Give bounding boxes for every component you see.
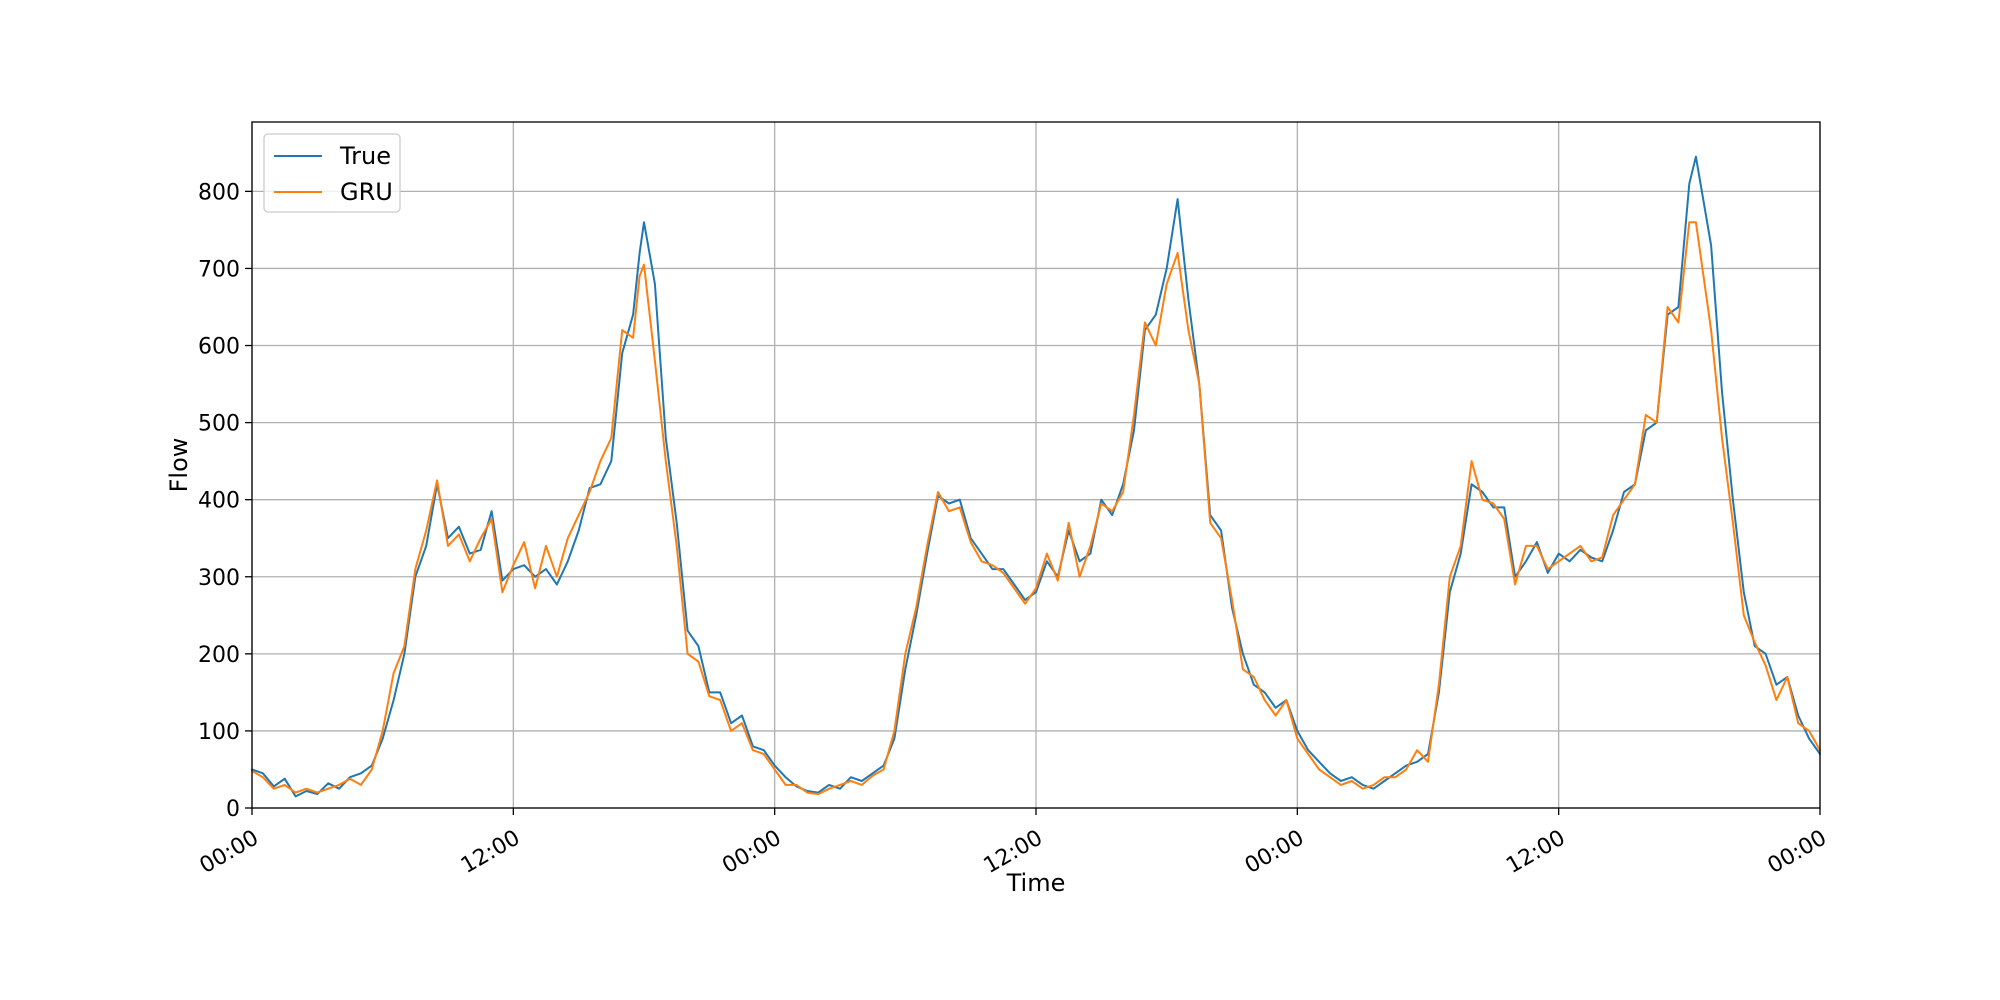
legend-label: GRU [340, 178, 393, 206]
y-tick-label: 300 [198, 566, 240, 591]
y-tick-label: 200 [198, 643, 240, 668]
y-tick-label: 800 [198, 180, 240, 205]
y-tick-label: 100 [198, 720, 240, 745]
y-tick-label: 0 [226, 797, 240, 822]
series-line-gru [251, 221, 1821, 796]
y-tick-label: 500 [198, 412, 240, 437]
x-axis-label: Time [1006, 869, 1066, 897]
legend-label: True [339, 142, 391, 170]
y-axis-label: Flow [165, 438, 193, 493]
y-axis-ticks: 0 100 200 300 400 500 600 700 800 [198, 180, 252, 822]
series-lines [251, 155, 1821, 798]
y-tick-label: 700 [198, 257, 240, 282]
y-tick-label: 400 [198, 489, 240, 514]
y-tick-label: 600 [198, 335, 240, 360]
legend: True GRU [263, 133, 401, 213]
